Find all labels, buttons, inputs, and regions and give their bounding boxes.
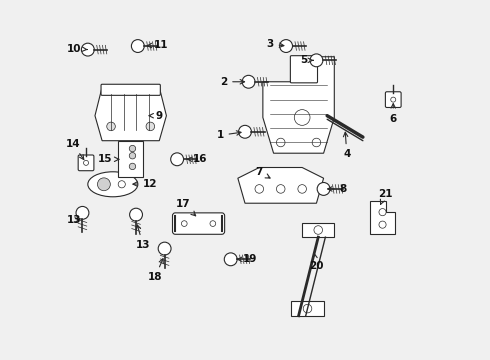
Text: 13: 13: [67, 215, 81, 225]
Circle shape: [280, 40, 293, 53]
Text: 20: 20: [309, 254, 324, 271]
Text: 21: 21: [378, 189, 392, 204]
Circle shape: [310, 54, 323, 67]
Polygon shape: [95, 87, 167, 141]
Circle shape: [158, 242, 171, 255]
Circle shape: [129, 145, 136, 152]
Circle shape: [129, 163, 136, 170]
Polygon shape: [263, 57, 334, 153]
Circle shape: [107, 122, 115, 131]
Text: 7: 7: [256, 167, 270, 178]
Circle shape: [98, 178, 110, 191]
Polygon shape: [118, 141, 143, 177]
Text: 10: 10: [67, 44, 87, 54]
Circle shape: [317, 183, 330, 195]
Circle shape: [224, 253, 237, 266]
Circle shape: [131, 40, 144, 53]
Circle shape: [171, 153, 184, 166]
Text: 8: 8: [328, 184, 347, 194]
Text: 17: 17: [176, 199, 196, 216]
FancyBboxPatch shape: [101, 84, 160, 95]
Text: 13: 13: [136, 225, 150, 250]
Text: 6: 6: [390, 104, 397, 123]
Text: 16: 16: [187, 154, 208, 164]
Text: 2: 2: [220, 77, 245, 87]
Polygon shape: [302, 223, 334, 237]
Text: 3: 3: [267, 39, 284, 49]
Text: 4: 4: [343, 132, 350, 159]
Text: 9: 9: [149, 111, 163, 121]
FancyBboxPatch shape: [78, 155, 94, 171]
Text: 19: 19: [237, 254, 258, 264]
FancyBboxPatch shape: [386, 92, 401, 108]
Text: 14: 14: [66, 139, 84, 159]
Text: 11: 11: [147, 40, 168, 50]
FancyBboxPatch shape: [291, 56, 318, 83]
Polygon shape: [370, 202, 395, 234]
Text: 1: 1: [217, 130, 241, 140]
FancyBboxPatch shape: [172, 213, 224, 234]
Polygon shape: [238, 167, 323, 203]
Circle shape: [146, 122, 155, 131]
Circle shape: [81, 43, 94, 56]
Ellipse shape: [88, 172, 138, 197]
Polygon shape: [292, 301, 323, 316]
Circle shape: [76, 206, 89, 219]
Circle shape: [242, 75, 255, 88]
Circle shape: [129, 153, 136, 159]
Text: 12: 12: [133, 179, 158, 189]
Text: 15: 15: [98, 154, 119, 164]
Text: 5: 5: [300, 55, 313, 65]
Circle shape: [130, 208, 143, 221]
Text: 18: 18: [147, 259, 163, 282]
Circle shape: [239, 125, 251, 138]
